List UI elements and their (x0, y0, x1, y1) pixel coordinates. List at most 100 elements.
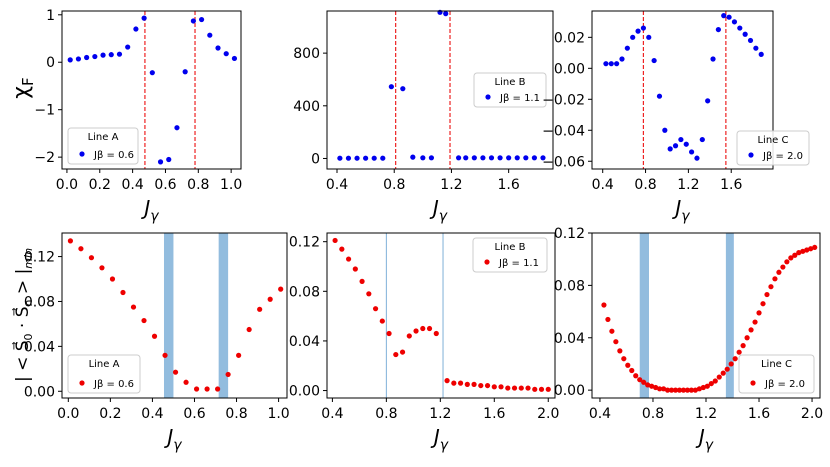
data-point (653, 384, 659, 391)
x-tick-label: 1.6 (483, 406, 505, 422)
data-point (506, 155, 512, 161)
data-point (190, 18, 196, 24)
y-tick-label: 0.02 (554, 30, 585, 46)
data-point (149, 70, 155, 76)
x-tick-label: 0.6 (183, 406, 205, 422)
y-tick-label: 0 (311, 151, 320, 167)
data-point (345, 256, 352, 262)
data-point (204, 386, 210, 392)
y-tick-label: 0.12 (554, 226, 585, 242)
data-point (678, 136, 684, 143)
data-point (640, 25, 647, 31)
data-point (672, 143, 679, 149)
data-point (748, 327, 754, 333)
data-point (715, 26, 721, 33)
data-point (215, 386, 221, 392)
x-tick-label: 0.8 (187, 177, 209, 193)
data-point (400, 86, 406, 92)
data-point (804, 247, 810, 253)
chart-panel-bottom-left: 0.0 0.2 0.4 0.6 0.8 1.0 0.00 0.04 0.08 0.12 Jγ Line… (24, 232, 290, 454)
x-tick-label: 0.8 (375, 406, 397, 422)
data-point (689, 149, 695, 155)
data-point (437, 9, 443, 15)
chart-panel-top-right: 0.4 0.8 1.2 1.6 −0.06 −0.04 −0.02 0.00 0.02 Jγ Lin… (542, 10, 810, 225)
data-point (380, 155, 386, 161)
x-axis-label: Jγ (671, 196, 690, 225)
data-point (162, 352, 168, 358)
data-point (668, 387, 675, 393)
legend: Line B Jβ = 1.1 (472, 237, 548, 273)
data-point (109, 276, 116, 282)
highlight-band (163, 233, 174, 398)
data-point (784, 259, 790, 265)
data-point (617, 348, 623, 354)
data-point (363, 155, 369, 161)
data-point (780, 264, 786, 270)
data-point (712, 378, 718, 384)
y-tick-label: 0.12 (289, 235, 320, 251)
data-point (352, 266, 358, 272)
data-point (471, 381, 477, 387)
x-tick-label: 1.6 (498, 177, 520, 193)
data-point (676, 387, 683, 393)
data-point (625, 362, 631, 368)
data-point (393, 351, 399, 358)
x-tick-label: 0.4 (326, 177, 348, 193)
data-point (756, 310, 762, 316)
data-point (141, 317, 147, 324)
data-point (629, 367, 635, 374)
data-point (257, 306, 263, 312)
data-point (372, 306, 379, 312)
data-point (796, 250, 802, 256)
x-tick-label: 1.2 (677, 177, 699, 193)
legend-marker (750, 380, 756, 386)
y-tick-label: 0.00 (24, 384, 55, 400)
x-tick-label: 0.4 (321, 406, 343, 422)
data-point (684, 387, 691, 393)
x-tick-label: 0.6 (154, 177, 176, 193)
data-point (613, 339, 619, 345)
legend-label: Jβ = 1.1 (498, 258, 539, 269)
legend-title: Line B (495, 77, 526, 88)
legend-title: Line C (757, 135, 788, 146)
data-point (443, 11, 449, 17)
y-tick-label: −0.06 (542, 154, 585, 170)
data-point (664, 387, 671, 393)
data-point (130, 304, 137, 310)
y-tick-label: 0.00 (554, 61, 585, 77)
data-point (694, 155, 700, 161)
legend-marker (748, 152, 754, 158)
legend-box (472, 237, 548, 273)
data-point (371, 155, 377, 161)
data-point (540, 155, 546, 161)
data-point (116, 51, 123, 57)
data-point (812, 244, 818, 251)
data-point (428, 155, 435, 161)
y-tick-label: 0 (46, 55, 55, 71)
chart-panel-top-middle: 0.4 0.8 1.2 1.6 0 400 800 Jγ Line B Jβ = 1.1 (293, 9, 554, 225)
highlight-band (639, 233, 649, 398)
data-point (688, 387, 695, 393)
y-tick-label: 1 (46, 8, 55, 24)
data-point (601, 302, 607, 308)
data-point (505, 385, 511, 391)
data-point (480, 155, 486, 161)
legend-marker (484, 259, 490, 265)
data-point (359, 278, 365, 284)
data-point (630, 34, 636, 40)
plot-frame (61, 232, 288, 399)
data-point (278, 286, 284, 292)
data-point (800, 248, 806, 254)
chart-panel-bottom-middle: 0.4 0.8 1.2 1.6 2.0 0.00 0.04 0.08 0.12 Jγ Line B J… (289, 232, 559, 454)
data-point (525, 385, 531, 391)
data-point (646, 34, 652, 40)
data-point (538, 386, 545, 392)
x-tick-label: 1.2 (695, 406, 717, 422)
x-tick-label: 1.0 (267, 406, 289, 422)
y-tick-label: 0.08 (289, 284, 320, 300)
data-point (99, 265, 105, 271)
y-tick-label: −0.04 (542, 123, 585, 139)
data-point (100, 52, 106, 58)
data-point (420, 325, 426, 332)
